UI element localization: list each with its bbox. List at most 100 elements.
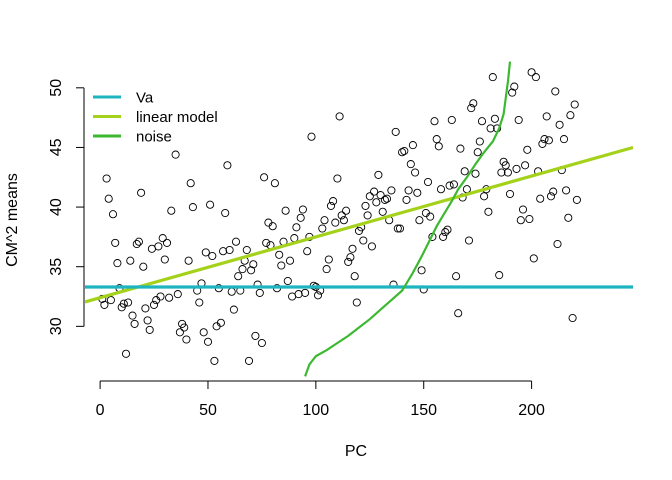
data-point [137, 188, 146, 197]
data-point [119, 299, 128, 308]
data-point [102, 174, 111, 183]
data-point [445, 181, 454, 190]
data-point [486, 124, 495, 133]
data-point [529, 254, 538, 263]
legend-label: linear model [136, 109, 218, 126]
data-point [415, 216, 424, 225]
data-point [126, 256, 135, 265]
data-point [231, 237, 241, 246]
data-point [165, 293, 174, 302]
data-point [203, 337, 213, 346]
data-point [130, 319, 139, 328]
data-point [326, 201, 336, 210]
data-point [186, 179, 195, 188]
data-point [247, 266, 256, 275]
data-point [313, 291, 323, 300]
data-point [242, 245, 251, 255]
data-point [324, 255, 333, 264]
data-point [501, 161, 510, 170]
data-point [370, 187, 379, 196]
data-point [329, 197, 338, 206]
data-point [467, 104, 476, 113]
axes: 0 50 100 150 200 30 35 40 45 50 [48, 79, 545, 419]
data-point [346, 253, 355, 262]
data-point [277, 261, 286, 270]
data-point [363, 211, 372, 220]
data-point [249, 260, 258, 269]
scatter-points [98, 68, 581, 365]
data-point [480, 192, 489, 201]
data-point [423, 177, 433, 187]
linear-model-line [85, 145, 633, 304]
data-point [318, 224, 327, 233]
data-point [184, 256, 193, 265]
data-point [350, 272, 359, 281]
data-point [167, 206, 176, 215]
data-point [475, 137, 484, 146]
data-point [395, 224, 405, 233]
data-point [553, 239, 562, 249]
data-point [568, 313, 577, 323]
data-point [512, 164, 521, 173]
data-point [436, 185, 446, 194]
x-tick-label: 50 [199, 402, 217, 419]
data-point [100, 300, 109, 309]
data-point [270, 179, 279, 188]
data-point [551, 87, 560, 96]
data-point [469, 99, 478, 108]
data-point [292, 223, 301, 232]
data-point [432, 135, 441, 144]
data-point [234, 272, 243, 281]
data-point [208, 251, 217, 261]
data-point [171, 150, 180, 159]
data-point [244, 356, 254, 365]
data-point [121, 349, 131, 358]
data-point [570, 100, 579, 109]
data-point [320, 216, 329, 225]
data-point [335, 112, 344, 121]
data-point [275, 250, 284, 259]
data-point [398, 148, 407, 157]
data-point [139, 262, 148, 271]
data-point [417, 266, 426, 275]
x-tick-label: 100 [302, 402, 329, 419]
data-point [348, 244, 357, 253]
data-point [439, 232, 448, 241]
data-point [301, 288, 310, 297]
data-point [387, 186, 396, 195]
data-point [447, 115, 456, 125]
data-point [473, 148, 482, 157]
data-point [382, 194, 392, 203]
noise-curve [304, 61, 512, 377]
model-lines [85, 61, 633, 377]
data-point [555, 120, 564, 129]
data-point [201, 248, 210, 257]
data-point [132, 239, 141, 249]
data-point [221, 208, 230, 218]
data-point [546, 192, 556, 201]
legend-label: noise [136, 129, 172, 146]
data-point [149, 300, 159, 309]
data-point [124, 298, 133, 307]
data-point [361, 201, 370, 210]
data-point [449, 180, 458, 189]
data-point [365, 192, 374, 201]
data-point [411, 168, 420, 177]
data-point [195, 298, 204, 307]
data-point [503, 168, 512, 177]
data-point [393, 224, 402, 233]
data-point [378, 207, 387, 216]
y-axis-title: CM^2 means [4, 173, 21, 267]
data-point [508, 88, 517, 97]
data-point [268, 222, 277, 231]
x-tick-label: 200 [518, 402, 545, 419]
data-point [391, 127, 400, 136]
data-point [331, 218, 340, 227]
data-point [106, 296, 115, 305]
data-point [400, 146, 409, 156]
data-point [443, 225, 452, 234]
data-point [111, 238, 120, 247]
data-point [260, 173, 269, 182]
data-point [464, 236, 474, 245]
y-tick-label: 40 [48, 198, 65, 216]
